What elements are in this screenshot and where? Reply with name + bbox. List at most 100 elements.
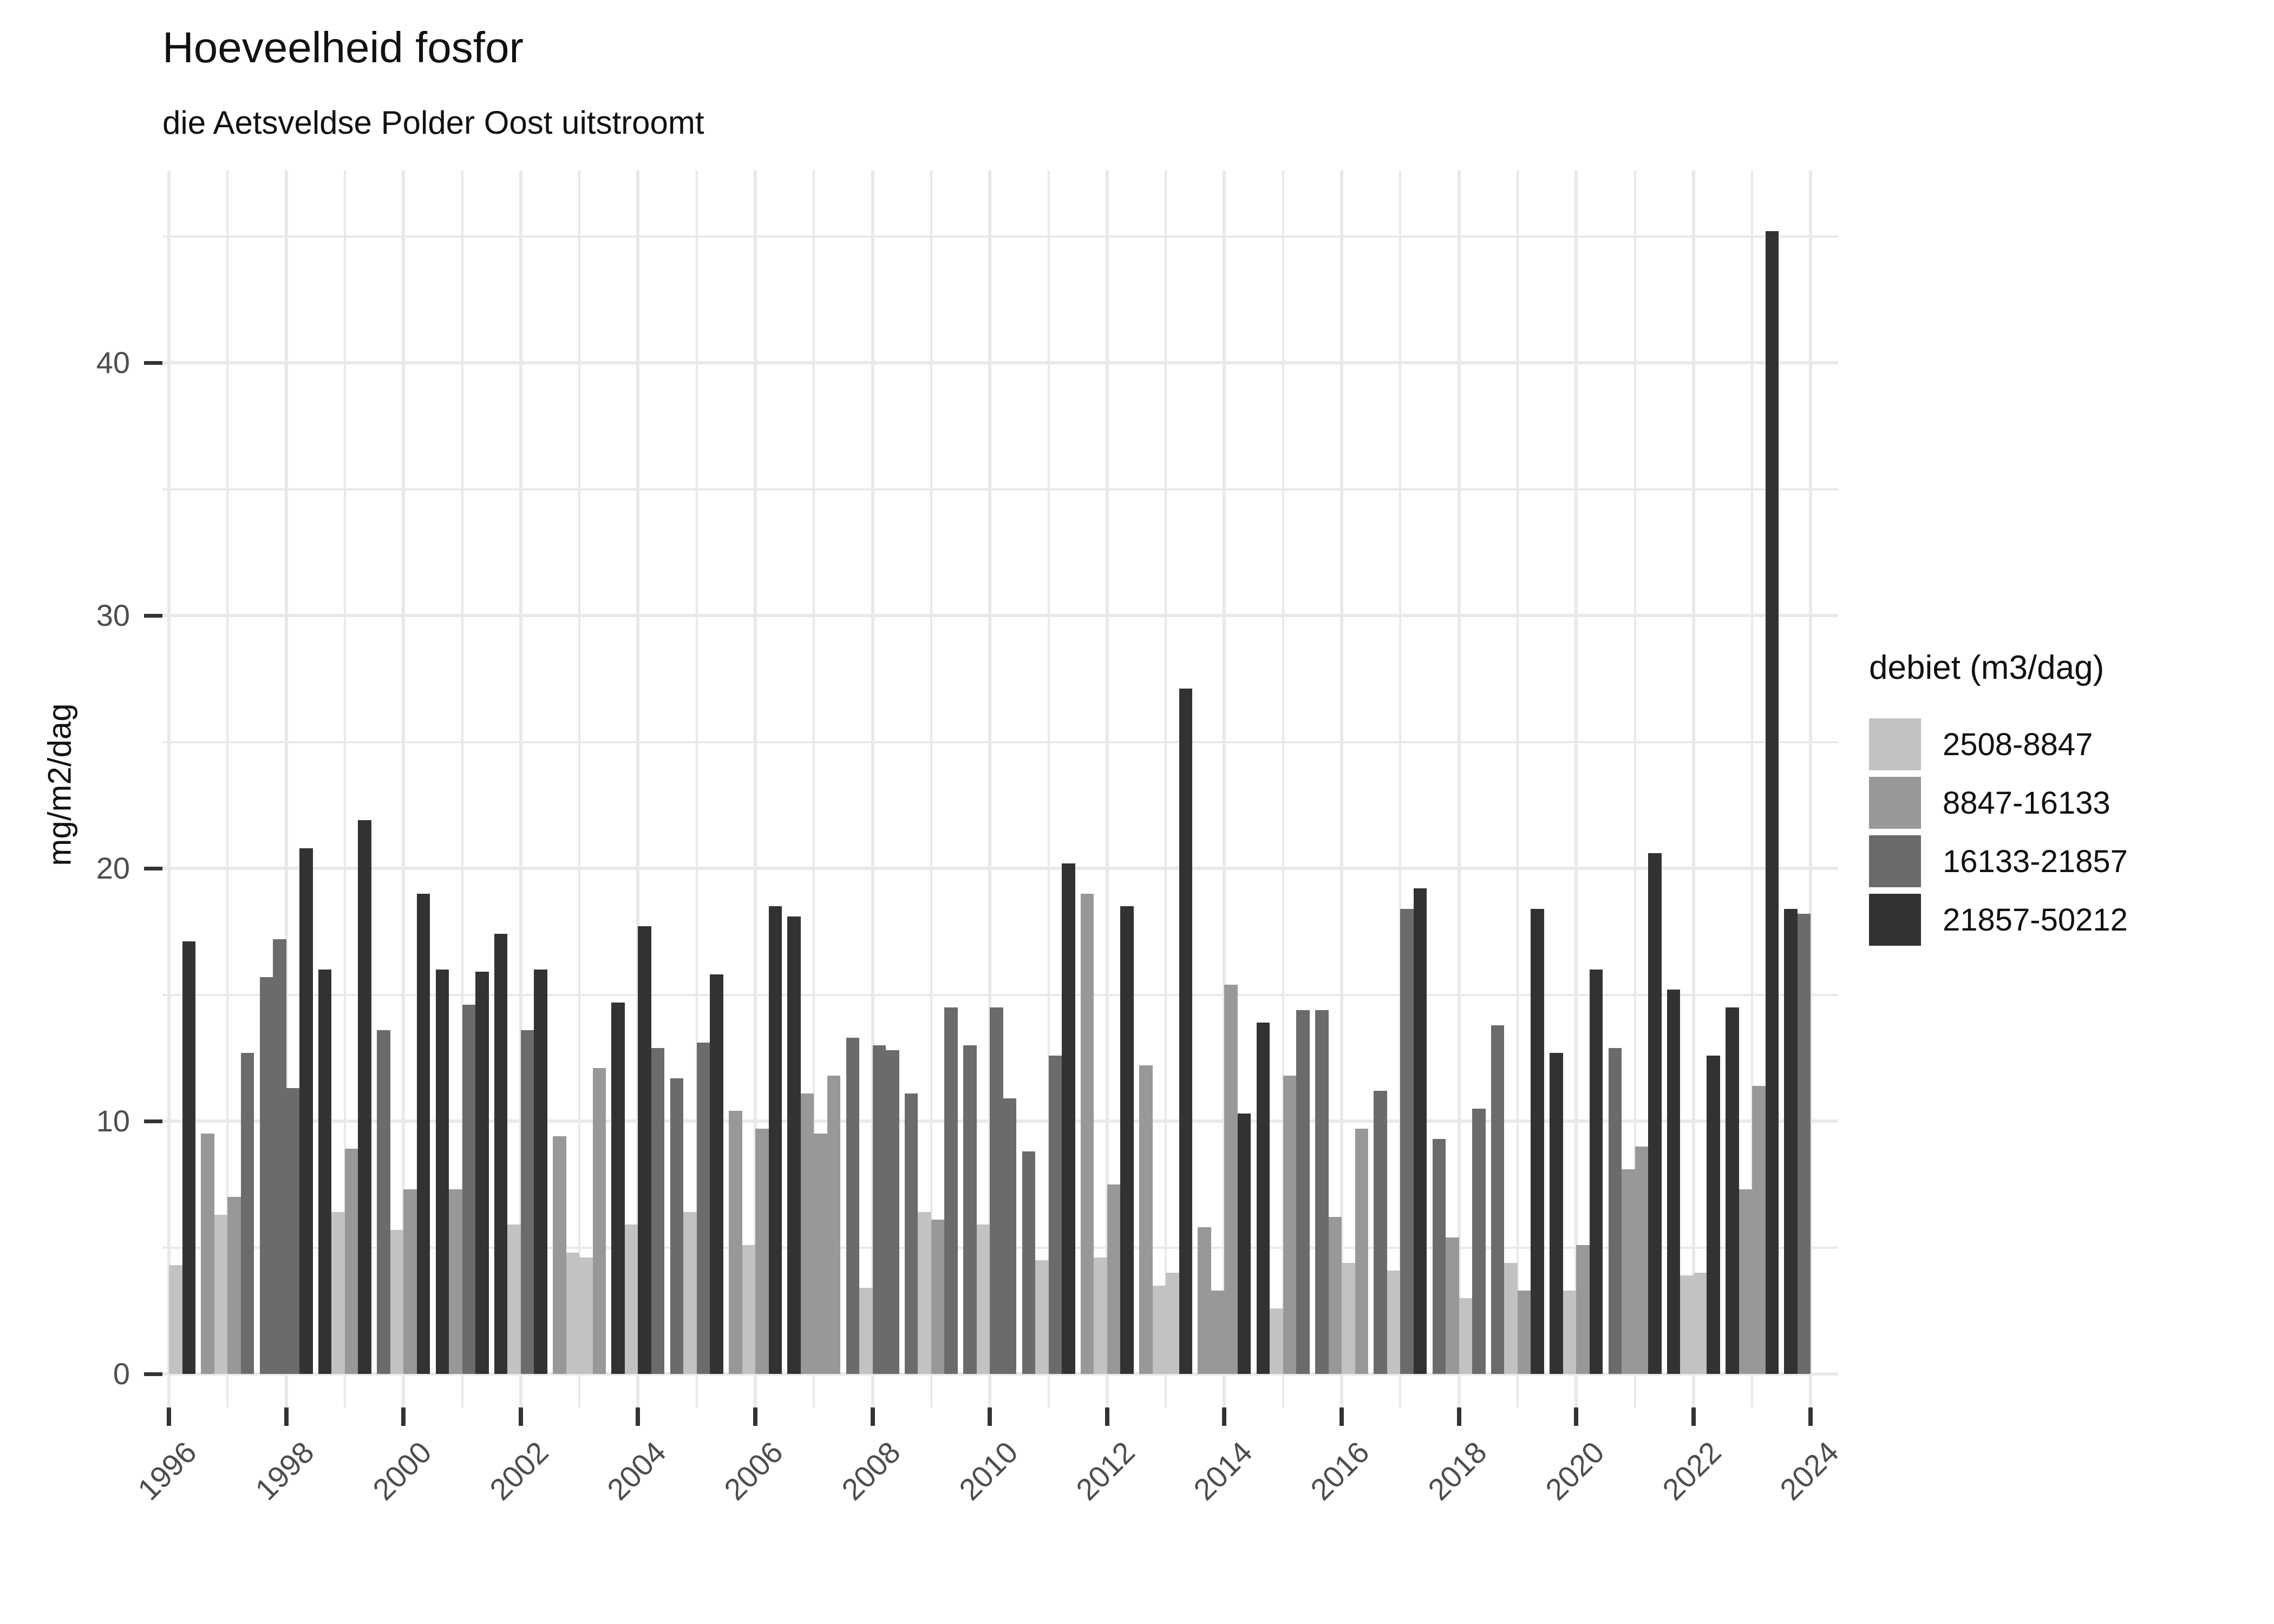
y-tick-label-20: 20 [96, 851, 130, 885]
bar-2010-q2 [976, 1224, 990, 1374]
bar-2012-q4 [1120, 906, 1134, 1374]
bar-2021-q1 [1608, 1047, 1622, 1374]
bar-2020-q1 [1550, 1052, 1563, 1374]
bar-2004-q2 [624, 1224, 638, 1374]
x-tick-label-2008: 2008 [835, 1435, 907, 1507]
bar-2006-q1 [729, 1111, 742, 1374]
gridline-major-x-2016 [1340, 171, 1343, 1407]
bar-2007-q4 [827, 1075, 841, 1374]
bar-2022-q2 [1680, 1275, 1694, 1374]
gridline-minor-y-35 [162, 488, 1838, 490]
gridline-major-y-30 [162, 614, 1838, 617]
bar-2001-q4 [475, 972, 489, 1374]
legend: debiet (m3/dag) 2508-8847 8847-16133 16133… [1869, 649, 2128, 952]
x-tick-label-2006: 2006 [717, 1435, 790, 1507]
x-tick-2020 [1574, 1407, 1579, 1426]
x-tick-2012 [1105, 1407, 1109, 1426]
bar-2004-q4 [651, 1047, 665, 1374]
bar-2019-q1 [1491, 1025, 1505, 1374]
bar-1999-q3 [344, 1149, 358, 1374]
bar-2009-q1 [904, 1093, 918, 1374]
bar-2005-q1 [670, 1078, 684, 1374]
chart-title: Hoeveelheid fosfor [162, 23, 524, 71]
bar-2005-q2 [683, 1212, 697, 1374]
bar-2023-q1 [1726, 1007, 1739, 1374]
gridline-minor-x-2009 [930, 171, 932, 1407]
y-tick-label-30: 30 [96, 598, 130, 632]
bar-2011-q4 [1062, 863, 1075, 1374]
bar-2010-q4 [1003, 1098, 1017, 1374]
bar-2009-q2 [918, 1212, 931, 1374]
bar-2008-q4 [886, 1050, 899, 1374]
bar-2024-q1 [1784, 908, 1798, 1374]
x-tick-2018 [1456, 1407, 1461, 1426]
gridline-minor-x-2019 [1516, 171, 1519, 1407]
legend-item-1: 8847-16133 [1869, 777, 2128, 829]
bar-2015-q1 [1256, 1022, 1270, 1374]
bar-2019-q3 [1517, 1290, 1531, 1374]
x-tick-label-2022: 2022 [1656, 1435, 1728, 1507]
bar-1997-q4 [240, 1052, 254, 1374]
bar-2023-q2 [1739, 1189, 1753, 1374]
bar-2001-q3 [462, 1005, 475, 1374]
bar-2019-q2 [1504, 1262, 1518, 1374]
gridline-major-x-2012 [1105, 171, 1109, 1407]
x-tick-label-2018: 2018 [1421, 1435, 1493, 1507]
x-tick-label-2002: 2002 [483, 1435, 555, 1507]
bar-2015-q3 [1283, 1075, 1297, 1374]
bar-2018-q1 [1432, 1138, 1446, 1374]
x-tick-2022 [1691, 1407, 1696, 1426]
legend-swatch-2 [1869, 835, 1921, 887]
legend-swatch-0 [1869, 718, 1921, 770]
x-tick-2008 [870, 1407, 875, 1426]
bar-2021-q3 [1635, 1146, 1648, 1374]
bar-2022-q4 [1707, 1055, 1720, 1374]
gridline-major-x-2006 [754, 171, 757, 1407]
gridline-minor-x-2011 [1047, 171, 1050, 1407]
bar-2018-q4 [1472, 1108, 1486, 1374]
x-tick-label-2010: 2010 [952, 1435, 1024, 1507]
y-tick-0 [144, 1372, 162, 1376]
legend-label-2: 16133-21857 [1943, 843, 2128, 879]
x-tick-label-1998: 1998 [249, 1435, 321, 1507]
bar-2000-q2 [390, 1229, 404, 1374]
bar-2004-q1 [611, 1002, 625, 1374]
bar-2021-q4 [1648, 853, 1662, 1374]
gridline-minor-y-25 [162, 741, 1838, 743]
bar-2013-q2 [1152, 1285, 1166, 1374]
bar-2014-q1 [1198, 1227, 1211, 1374]
legend-label-3: 21857-50212 [1943, 902, 2128, 938]
y-tick-label-0: 0 [113, 1357, 130, 1391]
bar-1999-q2 [331, 1212, 345, 1374]
gridline-minor-x-2007 [813, 171, 815, 1407]
bar-2018-q3 [1459, 1298, 1473, 1374]
bar-2013-q4 [1179, 689, 1193, 1374]
x-tick-2010 [988, 1407, 992, 1426]
gridline-minor-x-2017 [1399, 171, 1402, 1407]
bar-2010-q1 [963, 1045, 977, 1374]
x-tick-2002 [518, 1407, 523, 1426]
bar-2000-q1 [377, 1030, 390, 1374]
bar-2007-q2 [800, 1093, 814, 1374]
gridline-minor-x-2023 [1751, 171, 1754, 1407]
bar-2016-q1 [1315, 1010, 1329, 1374]
bar-2020-q4 [1589, 969, 1603, 1374]
legend-items: 2508-8847 8847-16133 16133-21857 21857-5021… [1869, 718, 2128, 946]
bar-2002-q1 [494, 934, 508, 1374]
legend-label-1: 8847-16133 [1943, 785, 2110, 821]
x-tick-label-2004: 2004 [600, 1435, 672, 1507]
legend-swatch-1 [1869, 777, 1921, 829]
bar-2005-q4 [710, 974, 723, 1374]
x-tick-label-2014: 2014 [1186, 1435, 1259, 1507]
bar-2015-q2 [1270, 1308, 1283, 1374]
bar-2012-q1 [1080, 893, 1094, 1374]
gridline-major-x-2008 [871, 171, 874, 1407]
bar-2001-q2 [449, 1189, 462, 1374]
gridline-major-x-2004 [636, 171, 640, 1407]
bar-2002-q3 [520, 1030, 534, 1374]
x-tick-2004 [636, 1407, 641, 1426]
y-tick-label-10: 10 [96, 1104, 130, 1138]
gridline-minor-x-2013 [1165, 171, 1167, 1407]
x-tick-label-2024: 2024 [1773, 1435, 1845, 1507]
bar-2017-q1 [1374, 1090, 1387, 1374]
